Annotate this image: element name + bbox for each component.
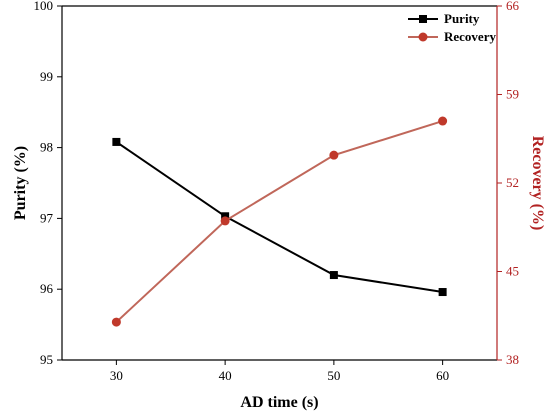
- y-right-tick-label: 45: [506, 264, 519, 279]
- x-tick-label: 60: [436, 368, 449, 383]
- y-right-tick-label: 66: [506, 0, 520, 13]
- data-point-recovery: [438, 116, 448, 126]
- y-left-tick-label: 97: [40, 210, 54, 225]
- y-left-tick-label: 99: [40, 69, 53, 84]
- legend-marker-purity: [419, 15, 427, 23]
- x-tick-label: 40: [219, 368, 232, 383]
- y-left-tick-label: 98: [40, 140, 53, 155]
- data-point-recovery: [111, 317, 121, 327]
- y-right-tick-label: 38: [506, 352, 519, 367]
- data-point-purity: [112, 137, 121, 146]
- ticks: 30 40 50 60 95 96 97 98 99 100 38 45 52 59 66: [34, 0, 520, 383]
- data-point-purity: [329, 271, 338, 280]
- data-point-purity: [221, 212, 230, 221]
- data-point-recovery: [220, 216, 230, 226]
- x-tick-label: 30: [110, 368, 123, 383]
- x-tick-label: 50: [327, 368, 340, 383]
- y-left-tick-label: 96: [40, 281, 54, 296]
- legend: Purity Recovery: [408, 11, 496, 44]
- y-axis-left-title: Purity (%): [12, 146, 29, 220]
- y-axis-right-title: Recovery (%): [529, 136, 546, 231]
- axes: [61, 5, 498, 361]
- y-right-tick-label: 59: [506, 87, 519, 102]
- y-left-tick-label: 100: [34, 0, 54, 13]
- legend-label-recovery: Recovery: [444, 29, 496, 44]
- y-right-tick-label: 52: [506, 175, 519, 190]
- data-point-purity: [438, 288, 447, 297]
- legend-label-purity: Purity: [444, 11, 480, 26]
- series-layer: [111, 116, 448, 327]
- data-point-recovery: [329, 150, 339, 160]
- series-line-recovery: [115, 120, 443, 323]
- legend-marker-recovery: [418, 32, 428, 42]
- x-axis-title: AD time (s): [240, 394, 318, 411]
- series-line-purity: [115, 141, 443, 294]
- y-left-tick-label: 95: [40, 352, 53, 367]
